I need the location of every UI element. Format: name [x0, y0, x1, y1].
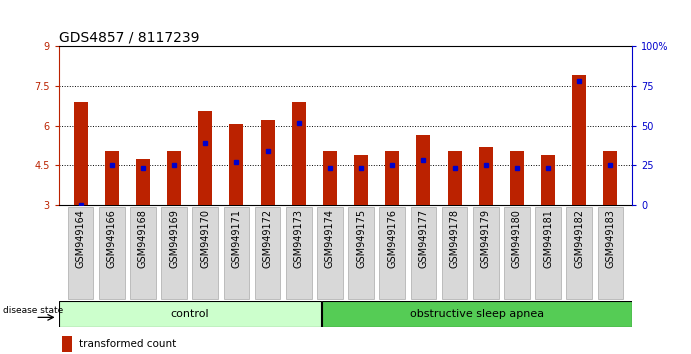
Bar	[448, 151, 462, 205]
Bar	[73, 102, 88, 205]
Bar	[417, 135, 430, 205]
Text: GSM949164: GSM949164	[75, 209, 86, 268]
Bar	[479, 147, 493, 205]
FancyBboxPatch shape	[536, 207, 561, 299]
Text: obstructive sleep apnea: obstructive sleep apnea	[410, 309, 545, 319]
Text: GSM949180: GSM949180	[512, 209, 522, 268]
Text: GSM949177: GSM949177	[419, 209, 428, 268]
FancyBboxPatch shape	[130, 207, 155, 299]
Text: GSM949174: GSM949174	[325, 209, 335, 268]
Bar	[61, 336, 72, 352]
Bar	[541, 155, 555, 205]
FancyBboxPatch shape	[322, 301, 632, 327]
Text: GSM949179: GSM949179	[481, 209, 491, 268]
FancyBboxPatch shape	[567, 207, 592, 299]
FancyBboxPatch shape	[317, 207, 343, 299]
FancyBboxPatch shape	[224, 207, 249, 299]
Bar	[292, 102, 305, 205]
Bar	[136, 159, 150, 205]
Bar	[354, 155, 368, 205]
Bar	[572, 75, 586, 205]
Bar	[167, 151, 181, 205]
Text: GSM949170: GSM949170	[200, 209, 210, 268]
FancyBboxPatch shape	[99, 207, 124, 299]
Text: GSM949172: GSM949172	[263, 209, 272, 268]
Text: disease state: disease state	[3, 306, 63, 315]
Text: GSM949173: GSM949173	[294, 209, 304, 268]
Text: GSM949181: GSM949181	[543, 209, 553, 268]
FancyBboxPatch shape	[68, 207, 93, 299]
Text: GSM949166: GSM949166	[106, 209, 117, 268]
Text: GSM949171: GSM949171	[231, 209, 241, 268]
FancyBboxPatch shape	[379, 207, 405, 299]
Bar	[261, 120, 274, 205]
Bar	[323, 151, 337, 205]
FancyBboxPatch shape	[473, 207, 498, 299]
FancyBboxPatch shape	[59, 301, 321, 327]
FancyBboxPatch shape	[193, 207, 218, 299]
Text: control: control	[171, 309, 209, 319]
Text: GSM949169: GSM949169	[169, 209, 179, 268]
Bar	[198, 111, 212, 205]
FancyBboxPatch shape	[598, 207, 623, 299]
FancyBboxPatch shape	[410, 207, 436, 299]
Text: GSM949176: GSM949176	[387, 209, 397, 268]
Bar	[510, 151, 524, 205]
Text: GSM949182: GSM949182	[574, 209, 585, 268]
FancyBboxPatch shape	[442, 207, 467, 299]
Text: GSM949178: GSM949178	[450, 209, 460, 268]
FancyBboxPatch shape	[255, 207, 281, 299]
FancyBboxPatch shape	[504, 207, 530, 299]
Text: transformed count: transformed count	[79, 339, 176, 349]
Text: GSM949183: GSM949183	[605, 209, 616, 268]
FancyBboxPatch shape	[348, 207, 374, 299]
FancyBboxPatch shape	[286, 207, 312, 299]
Bar	[386, 151, 399, 205]
FancyBboxPatch shape	[161, 207, 187, 299]
Bar	[105, 151, 119, 205]
Text: GSM949175: GSM949175	[356, 209, 366, 268]
Text: GDS4857 / 8117239: GDS4857 / 8117239	[59, 31, 199, 45]
Text: GSM949168: GSM949168	[138, 209, 148, 268]
Bar	[603, 151, 618, 205]
Bar	[229, 124, 243, 205]
